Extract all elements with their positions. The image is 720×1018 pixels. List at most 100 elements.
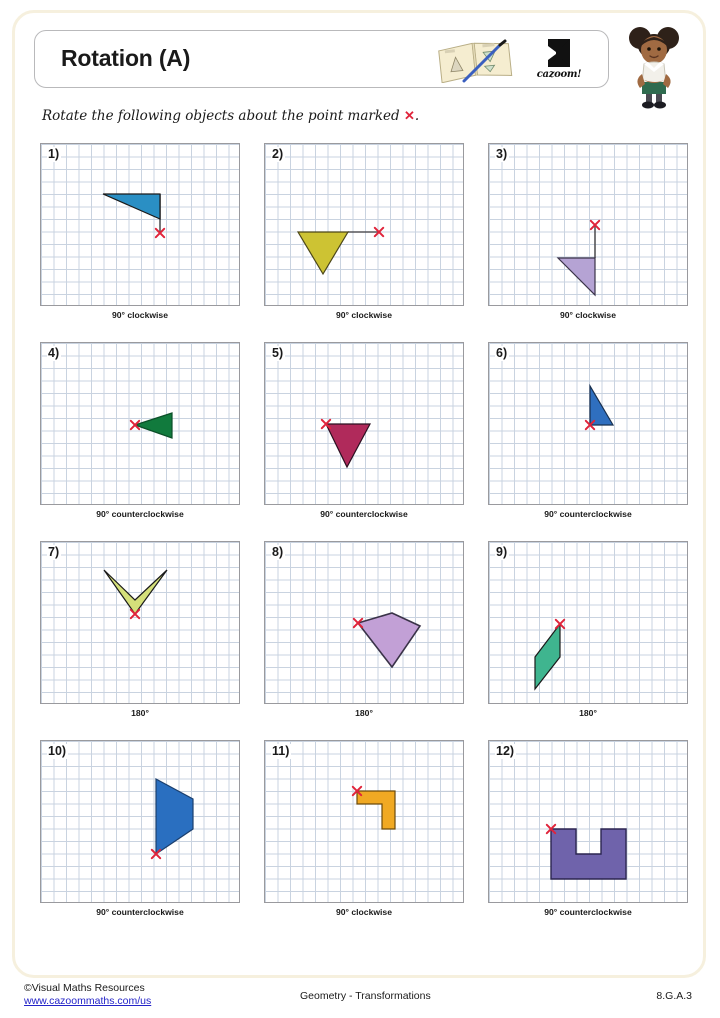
rotation-point-marker [554,618,566,630]
rotation-point-marker [150,848,162,860]
problem-2: 2) 90° clockwise [264,143,464,320]
problem-3: 3) 90° clockwise [488,143,688,320]
shape-canvas [296,226,385,276]
problem-caption: 180° [355,708,373,718]
problem-caption: 180° [579,708,597,718]
page-title: Rotation (A) [61,45,191,71]
problem-11: 11) 90° clockwise [264,740,464,917]
instruction-x-icon: ✕ [403,108,415,123]
header-band: Rotation (A) [34,30,609,88]
cazoom-hourglass-icon [548,39,570,67]
rotation-point-marker [373,226,385,238]
instruction-text: Rotate the following objects about the p… [42,108,400,124]
problem-1: 1) 90° clockwise [40,143,240,320]
rotation-point-marker [589,219,601,231]
problem-number: 12) [495,744,517,759]
student-mascot [629,27,679,109]
problem-12: 12) 90° counterclockwise [488,740,688,917]
problem-caption: 90° clockwise [336,310,392,320]
shape-kite-quadrilateral [356,612,422,669]
problem-9: 9) 180° [488,541,688,718]
problem-number: 9) [495,545,510,560]
shape-canvas [545,823,627,880]
problem-number: 10) [47,744,69,759]
copyright-text: ©Visual Maths Resources [24,982,145,994]
problem-number: 3) [495,147,510,162]
shape-canvas [150,777,194,860]
instruction-period: . [414,108,420,124]
problem-grid: 1) 90° clockwise 2) [40,143,688,917]
problem-caption: 180° [131,708,149,718]
rotation-point-marker [129,419,141,431]
coordinate-grid[interactable]: 1) [40,143,240,306]
cazoom-logo: cazoom! [530,38,588,84]
shape-canvas [103,569,168,620]
coordinate-grid[interactable]: 5) [264,342,464,505]
shape-canvas [584,383,615,431]
shape-l-shape [356,790,396,830]
rotation-point-marker [545,823,557,835]
problem-number: 1) [47,147,62,162]
problem-number: 2) [271,147,286,162]
coordinate-grid[interactable]: 9) [488,541,688,704]
footer-credit: ©Visual Maths Resources www.cazoommaths.… [24,982,151,1008]
rotation-point-marker [320,418,332,430]
problem-caption: 90° counterclockwise [96,907,184,917]
shape-triangle-down [296,231,350,276]
problem-7: 7) 180° [40,541,240,718]
shape-triangle-flag [102,193,161,220]
problem-caption: 90° clockwise [560,310,616,320]
problem-caption: 90° counterclockwise [320,509,408,519]
shape-triangle-left [133,412,173,439]
logo-area: cazoom! [434,37,594,85]
shape-u-shape [550,828,627,880]
problem-number: 7) [47,545,62,560]
shape-canvas [102,193,166,239]
coordinate-grid[interactable]: 3) [488,143,688,306]
shape-canvas [129,412,173,439]
problem-number: 4) [47,346,62,361]
shape-chevron-arrowhead [103,569,168,616]
problem-caption: 90° counterclockwise [544,509,632,519]
open-book-icon [438,39,513,83]
footer-url-link[interactable]: www.cazoommaths.com/us [24,995,152,1007]
footer-standard-code: 8.G.A.3 [656,990,692,1002]
shape-triangle-right [556,257,596,297]
coordinate-grid[interactable]: 7) [40,541,240,704]
coordinate-grid[interactable]: 10) [40,740,240,903]
coordinate-grid[interactable]: 4) [40,342,240,505]
coordinate-grid[interactable]: 2) [264,143,464,306]
shape-parallelogram [534,622,561,691]
problem-6: 6) 90° counterclockwise [488,342,688,519]
rotation-point-marker [352,617,364,629]
rotation-point-marker [129,608,141,620]
coordinate-grid[interactable]: 8) [264,541,464,704]
shape-canvas [556,219,601,297]
coordinate-grid[interactable]: 12) [488,740,688,903]
problem-number: 5) [271,346,286,361]
problem-10: 10) 90° counterclockwise [40,740,240,917]
problem-8: 8) 180° [264,541,464,718]
shape-canvas [320,418,372,469]
instruction-line: Rotate the following objects about the p… [42,108,419,124]
problem-caption: 90° counterclockwise [544,907,632,917]
shape-canvas [534,618,566,691]
problem-caption: 90° clockwise [112,310,168,320]
shape-canvas [351,785,396,830]
shape-triangle-right [589,383,615,426]
problem-caption: 90° clockwise [336,907,392,917]
shape-canvas [352,612,422,669]
footer-topic: Geometry - Transformations [300,990,431,1002]
shape-trapezoid [155,777,194,856]
problem-4: 4) 90° counterclockwise [40,342,240,519]
problem-number: 11) [271,744,292,759]
problem-number: 6) [495,346,510,361]
coordinate-grid[interactable]: 6) [488,342,688,505]
rotation-point-marker [351,785,363,797]
page-footer: ©Visual Maths Resources www.cazoommaths.… [24,982,696,1014]
problem-caption: 90° counterclockwise [96,509,184,519]
coordinate-grid[interactable]: 11) [264,740,464,903]
rotation-point-marker [154,227,166,239]
shape-triangle-down [325,423,372,469]
